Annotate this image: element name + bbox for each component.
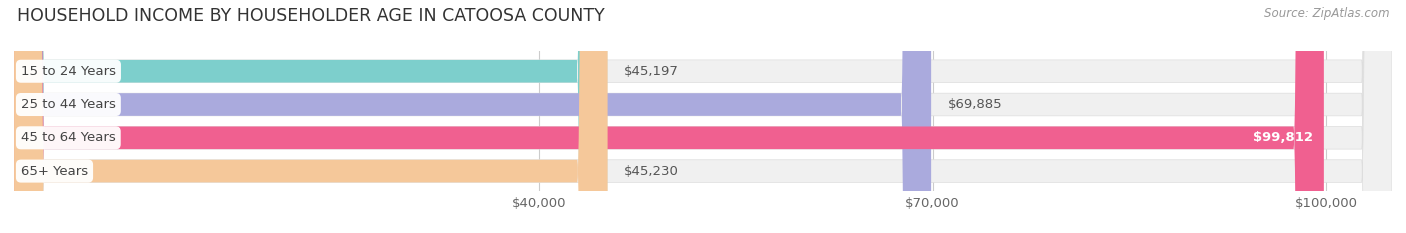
FancyBboxPatch shape (14, 0, 1324, 233)
Text: $45,197: $45,197 (624, 65, 679, 78)
FancyBboxPatch shape (14, 0, 1392, 233)
Text: $99,812: $99,812 (1253, 131, 1313, 144)
FancyBboxPatch shape (14, 0, 1392, 233)
Text: 65+ Years: 65+ Years (21, 164, 89, 178)
FancyBboxPatch shape (14, 0, 1392, 233)
FancyBboxPatch shape (14, 0, 931, 233)
Text: $45,230: $45,230 (624, 164, 679, 178)
FancyBboxPatch shape (14, 0, 1392, 233)
Text: 25 to 44 Years: 25 to 44 Years (21, 98, 115, 111)
Text: $69,885: $69,885 (948, 98, 1002, 111)
Text: 45 to 64 Years: 45 to 64 Years (21, 131, 115, 144)
FancyBboxPatch shape (14, 0, 607, 233)
Text: HOUSEHOLD INCOME BY HOUSEHOLDER AGE IN CATOOSA COUNTY: HOUSEHOLD INCOME BY HOUSEHOLDER AGE IN C… (17, 7, 605, 25)
FancyBboxPatch shape (14, 0, 607, 233)
Text: 15 to 24 Years: 15 to 24 Years (21, 65, 115, 78)
Text: Source: ZipAtlas.com: Source: ZipAtlas.com (1264, 7, 1389, 20)
